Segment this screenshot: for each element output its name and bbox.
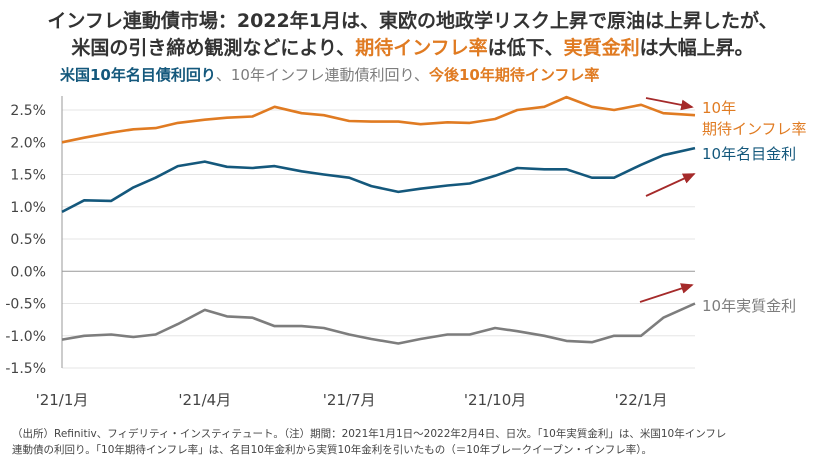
y-tick-label: 2.0%	[10, 135, 46, 151]
title-highlight-real: 実質金利	[563, 37, 640, 59]
subtitle-nominal: 米国10年名目債利回り	[60, 66, 216, 84]
y-tick-label: 0.0%	[10, 264, 46, 280]
x-tick-label: '21/7月	[323, 391, 376, 409]
subtitle-sep-2: 、	[413, 66, 429, 84]
y-tick-label: 0.5%	[10, 232, 46, 248]
subtitle-sep-1: 、	[215, 66, 231, 84]
series-line-nominal	[61, 146, 696, 214]
y-tick-label: -1.0%	[5, 329, 46, 345]
y-tick-label: -0.5%	[5, 297, 46, 313]
footnote: （出所）Refinitiv、フィデリティ・インスティテュート。（注）期間：202…	[12, 426, 817, 458]
title-part-a: 米国の引き締め観測などにより、	[71, 37, 356, 59]
footnote-line-1: （出所）Refinitiv、フィデリティ・インスティテュート。（注）期間：202…	[12, 428, 727, 440]
subtitle-tips: 10年インフレ連動債利回り	[230, 66, 414, 84]
y-tick-label: 1.0%	[10, 200, 46, 216]
footnote-line-2: 連動債の利回り。「10年期待インフレ率」は、名目10年金利から実質10年金利を引…	[12, 444, 652, 456]
y-tick-label: 2.5%	[10, 103, 46, 119]
x-tick-label: '21/10月	[464, 391, 526, 409]
bei-end-label-2: 期待インフレ率	[702, 120, 807, 138]
nominal-up-arrow	[645, 173, 696, 197]
x-tick-label: '21/1月	[36, 391, 89, 409]
chart-title-line-1: インフレ連動債市場：2022年1月は、東欧の地政学リスク上昇で原油は上昇したが、	[47, 10, 778, 32]
nominal-end-label: 10年名目金利	[702, 145, 796, 163]
x-tick-label: '22/1月	[615, 391, 668, 409]
bei-end-label-1: 10年	[702, 99, 736, 117]
title-part-c: は低下、	[487, 37, 564, 59]
y-tick-label: 1.5%	[10, 168, 46, 184]
series-line-bei	[61, 95, 696, 144]
chart-title-line-2: 米国の引き締め観測などにより、期待インフレ率は低下、実質金利は大幅上昇。	[0, 33, 825, 60]
real-end-label: 10年実質金利	[702, 297, 796, 315]
title-part-e: は大幅上昇。	[639, 37, 754, 59]
y-tick-label: -1.5%	[5, 361, 46, 377]
series-line-real	[61, 302, 696, 345]
title-highlight-bei: 期待インフレ率	[355, 37, 488, 59]
x-tick-label: '21/4月	[178, 391, 231, 409]
real-up-arrow	[639, 283, 694, 303]
bei-down-arrow	[645, 97, 694, 111]
chart-subtitle: 米国10年名目債利回り、10年インフレ連動債利回り、今後10年期待インフレ率	[60, 64, 599, 85]
subtitle-bei: 今後10年期待インフレ率	[428, 66, 600, 84]
